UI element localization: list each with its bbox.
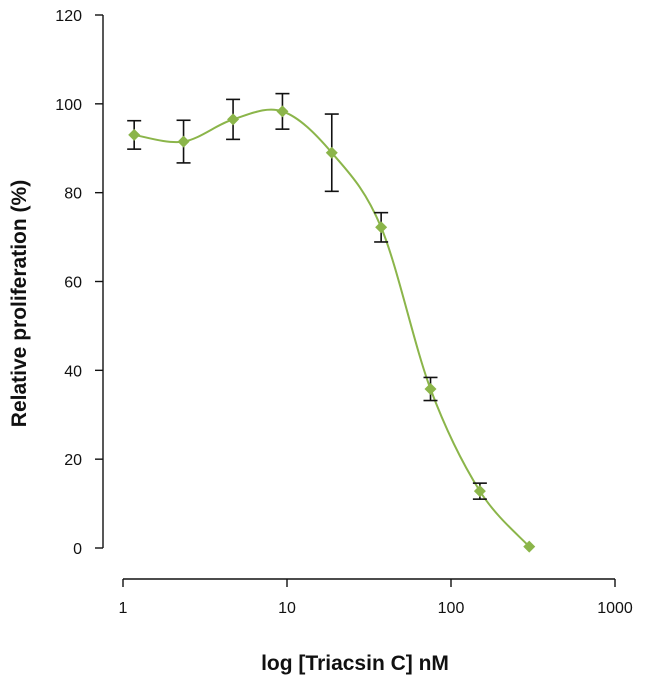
data-point: [473, 485, 486, 498]
x-axis: 1 10 100 1000: [119, 578, 633, 617]
y-tick-label: 40: [64, 363, 82, 380]
y-tick-label: 20: [64, 452, 82, 469]
fit-curve: [134, 108, 530, 548]
x-axis-title: log [Triacsin C] nM: [261, 652, 449, 675]
x-tick-label: 100: [438, 600, 465, 617]
y-tick-label: 120: [55, 8, 82, 25]
x-tick-label: 10: [278, 600, 296, 617]
data-point: [276, 105, 289, 118]
y-axis-title: Relative proliferation (%): [8, 180, 31, 427]
y-tick-label: 0: [73, 541, 82, 558]
x-tick-label: 1000: [597, 600, 633, 617]
x-tick-label: 1: [119, 600, 128, 617]
data-point: [375, 221, 388, 234]
y-axis: 0 20 40 60 80 100 120: [55, 8, 104, 558]
data-point: [325, 146, 338, 159]
data-point: [177, 135, 190, 148]
data-points: [128, 105, 536, 553]
y-tick-label: 80: [64, 186, 82, 203]
error-bars: [127, 92, 487, 500]
data-point: [128, 128, 141, 141]
y-tick-label: 100: [55, 97, 82, 114]
data-point: [227, 113, 240, 126]
y-tick-label: 60: [64, 275, 82, 292]
data-point: [424, 382, 437, 395]
data-point: [523, 540, 536, 553]
